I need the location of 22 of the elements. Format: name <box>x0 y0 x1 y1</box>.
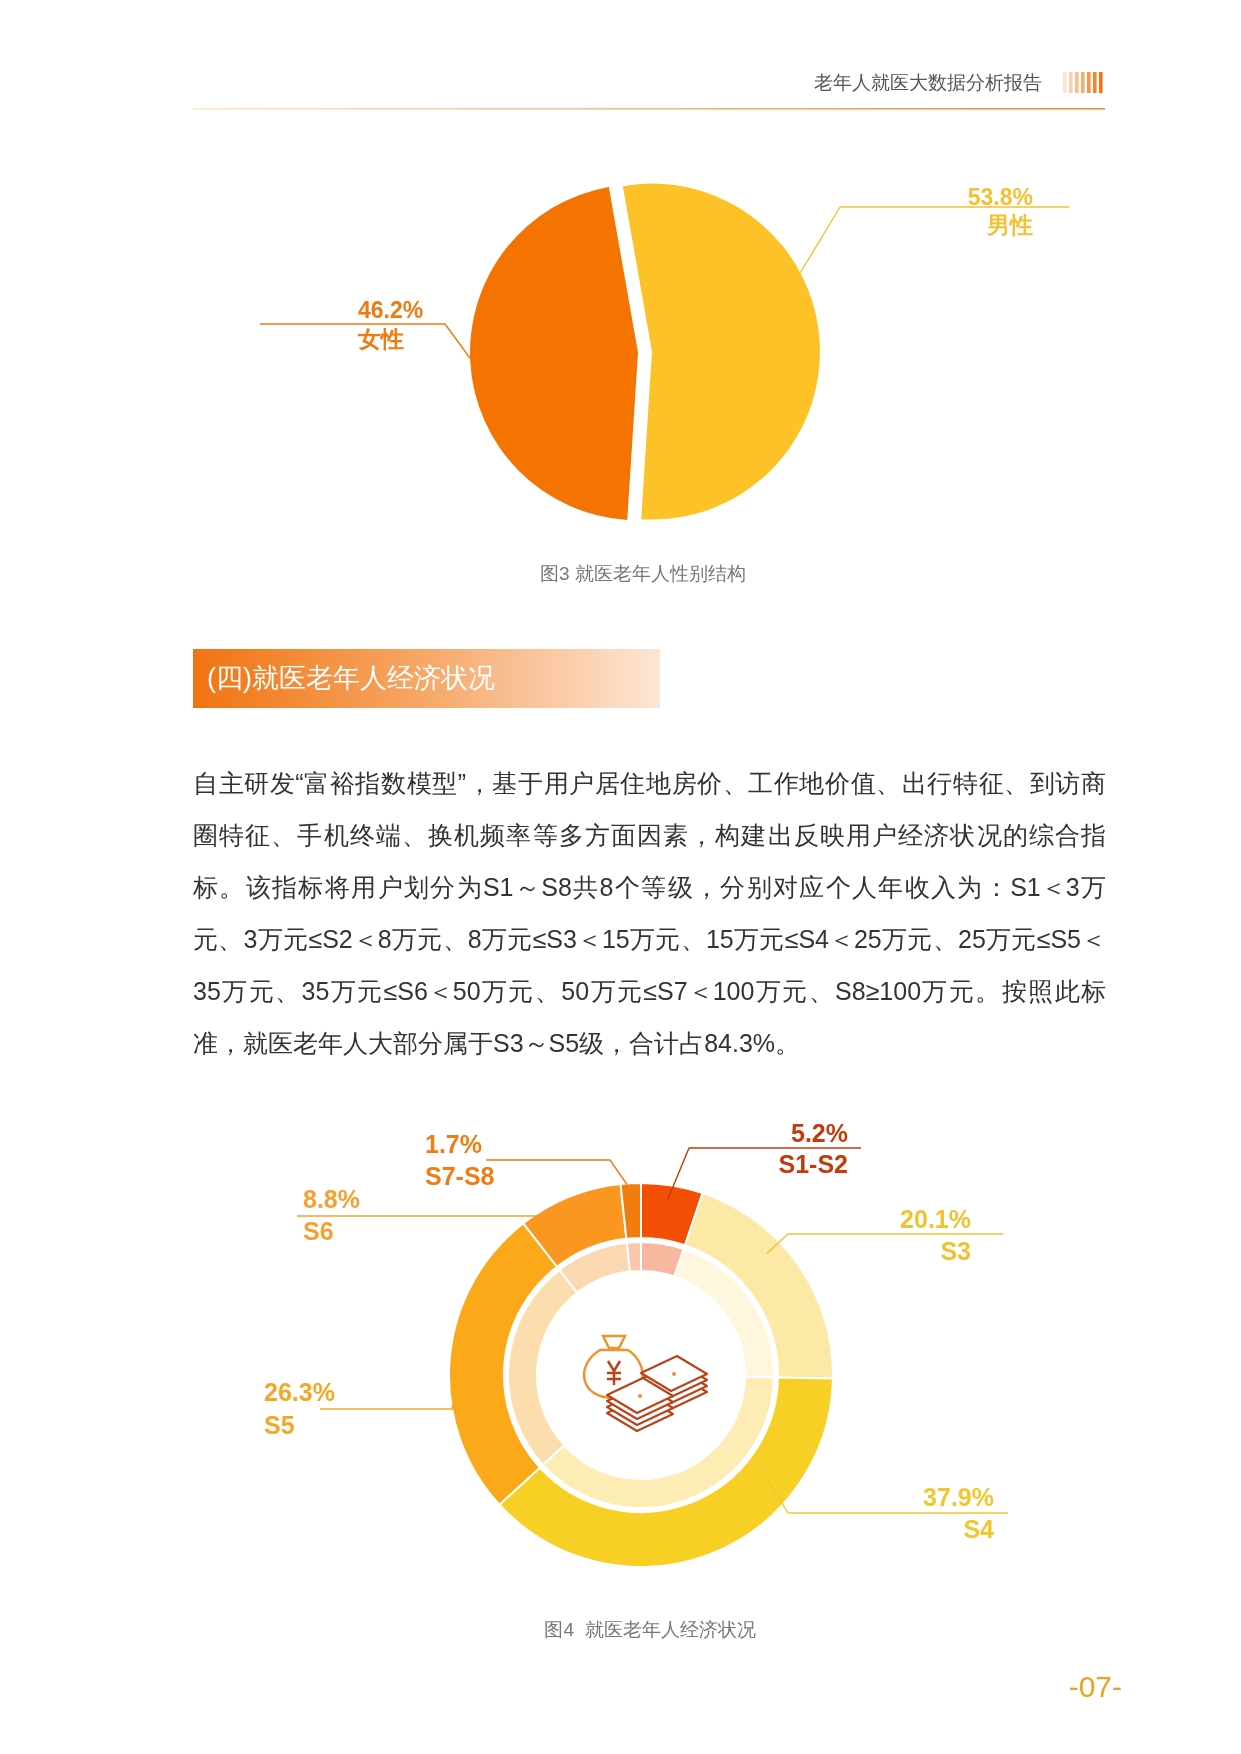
data-label: 46.2% <box>358 297 424 323</box>
slice-label: S4 <box>963 1515 995 1543</box>
data-label: 8.8% <box>303 1185 360 1213</box>
data-label: 5.2% <box>791 1119 848 1147</box>
data-label: 37.9% <box>923 1483 994 1511</box>
text: 自主研发“富裕指数模型”，基于用户居住地房价、工作地价值、出行特征、到访商圈特征、手机终端、换机频率等多方面因素，构建出反映用户经济状况的综合指标。该指标将用户划分为S1～S8共8个等级，分别对应个人年收入为：S1＜3万元、3万元≤S2＜8万元、8万元≤S3＜15万元、15万元≤S4＜25万元、25万元≤S5＜35万元、35万元≤S6＜50万元、50万元≤S7＜100万元、S8≥100万元。按照此标准，就医老年人大部分属于S3～S5级，合计占84.3%。 <box>193 768 1106 1059</box>
slice-label: 男性 <box>986 212 1033 238</box>
slice-label: S6 <box>303 1217 334 1245</box>
text: 图4 就医老年人经济状况 <box>544 1618 756 1640</box>
text: -07- <box>1068 1669 1122 1703</box>
text: 老年人就医大数据分析报告 <box>814 71 1042 93</box>
slice-label: 女性 <box>357 326 404 352</box>
slice-label: S3 <box>940 1237 971 1265</box>
text: (四)就医老年人经济状况 <box>207 663 495 693</box>
slice-label: S7-S8 <box>425 1162 495 1190</box>
data-label: 1.7% <box>425 1130 482 1158</box>
text: 图3 就医老年人性别结构 <box>540 562 746 584</box>
data-label: 53.8% <box>967 184 1033 210</box>
data-label: 26.3% <box>264 1378 335 1406</box>
data-label: 20.1% <box>900 1205 971 1233</box>
slice-label: S5 <box>264 1411 295 1439</box>
slice-label: S1-S2 <box>778 1150 848 1178</box>
